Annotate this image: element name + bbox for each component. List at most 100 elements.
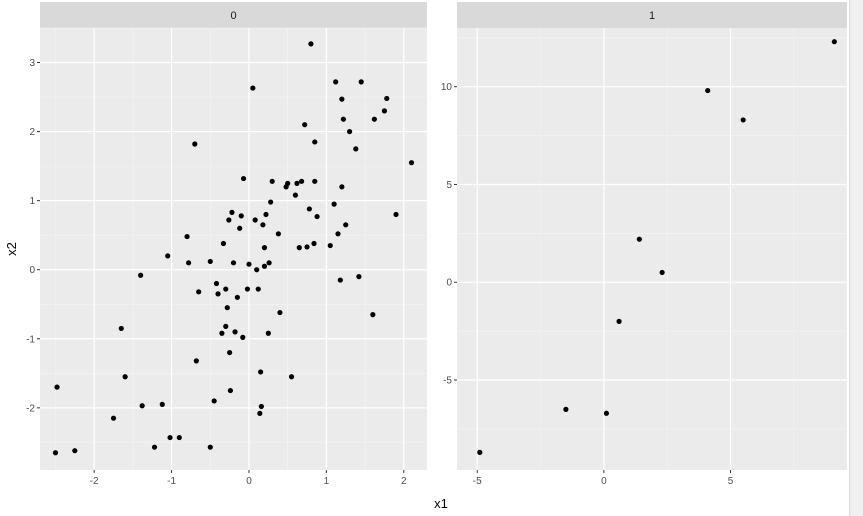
y-tick-label: 5 [446, 180, 452, 191]
data-point [314, 213, 320, 220]
data-point [339, 184, 345, 190]
data-point [215, 291, 221, 297]
data-point [299, 178, 305, 184]
data-point [138, 272, 144, 278]
data-point [331, 201, 337, 207]
facet-strip-label-1: 1 [649, 10, 655, 22]
data-point [296, 245, 302, 251]
y-axis-title: x2 [4, 242, 19, 256]
panel-background-0 [40, 28, 427, 470]
y-tick-label: -1 [26, 334, 35, 345]
data-point [260, 222, 266, 228]
data-point [184, 233, 190, 240]
data-point [234, 294, 240, 300]
data-point [255, 286, 261, 292]
data-point [268, 199, 274, 205]
x-tick-label: -2 [90, 476, 99, 487]
data-point [335, 231, 341, 237]
data-point [265, 330, 271, 336]
data-point [340, 116, 347, 122]
y-tick-label: 1 [29, 196, 35, 207]
data-point [312, 139, 318, 145]
data-point [72, 448, 78, 454]
y-tick-label: 2 [29, 127, 35, 138]
facet-strip-0 [40, 2, 427, 28]
data-point [151, 444, 158, 450]
data-point [220, 240, 227, 247]
data-point [223, 286, 229, 292]
data-point [333, 79, 339, 85]
data-point [240, 334, 246, 340]
data-point [312, 178, 318, 184]
data-point [269, 178, 275, 184]
data-point [261, 263, 268, 269]
panel-background-1 [457, 28, 847, 470]
data-point [54, 384, 60, 390]
data-point [339, 96, 345, 102]
data-point [311, 240, 317, 247]
facet-panel-0: 0 -2 -1 0 1 2 -2 -1 0 1 2 3 [26, 2, 427, 487]
data-point [302, 122, 308, 128]
x-tick-label: -5 [473, 476, 482, 487]
data-point [257, 410, 263, 416]
data-point [292, 192, 299, 198]
data-point [52, 450, 59, 456]
data-point [110, 415, 117, 421]
data-point [705, 87, 711, 94]
data-point [740, 117, 746, 123]
data-point [347, 128, 353, 135]
facet-strip-label-0: 0 [230, 10, 236, 22]
x-tick-label: 2 [401, 476, 407, 487]
y-tick-label: 3 [29, 58, 35, 69]
data-point [238, 213, 244, 219]
data-point [227, 349, 233, 356]
y-tick-label: 0 [29, 265, 35, 276]
data-point [211, 398, 217, 404]
data-point [240, 175, 247, 182]
data-point [306, 206, 312, 212]
data-point [659, 269, 665, 276]
data-point [370, 312, 376, 318]
data-point [371, 116, 377, 122]
data-point [294, 180, 300, 186]
data-point [230, 260, 237, 266]
data-point [237, 225, 243, 231]
data-point [176, 434, 182, 441]
data-point [118, 325, 124, 332]
data-point [167, 434, 173, 441]
data-point [254, 267, 260, 273]
data-point [232, 329, 238, 335]
data-point [327, 242, 333, 249]
x-tick-label: 0 [246, 476, 252, 487]
data-point [477, 449, 483, 455]
x-tick-label: 1 [324, 476, 330, 487]
data-point [356, 274, 362, 280]
data-point [226, 217, 232, 223]
data-point [408, 160, 415, 166]
y-tick-label: -5 [443, 376, 452, 387]
data-point [384, 95, 390, 102]
data-point [288, 374, 295, 380]
data-point [229, 209, 235, 215]
data-point [139, 403, 145, 409]
data-point [636, 236, 642, 242]
data-point [353, 146, 359, 152]
data-point [358, 79, 364, 85]
data-point [213, 280, 220, 287]
data-point [261, 245, 268, 251]
data-point [343, 222, 349, 228]
data-point [393, 211, 399, 218]
data-point [266, 260, 272, 266]
data-point [246, 261, 252, 267]
data-point [308, 41, 314, 47]
data-point [381, 108, 388, 114]
data-point [192, 141, 198, 147]
data-point [304, 244, 310, 250]
data-point [257, 369, 264, 375]
x-axis-title: x1 [434, 496, 448, 511]
data-point [275, 231, 281, 237]
data-point [223, 323, 229, 329]
data-point [196, 289, 202, 295]
data-point [563, 406, 569, 412]
